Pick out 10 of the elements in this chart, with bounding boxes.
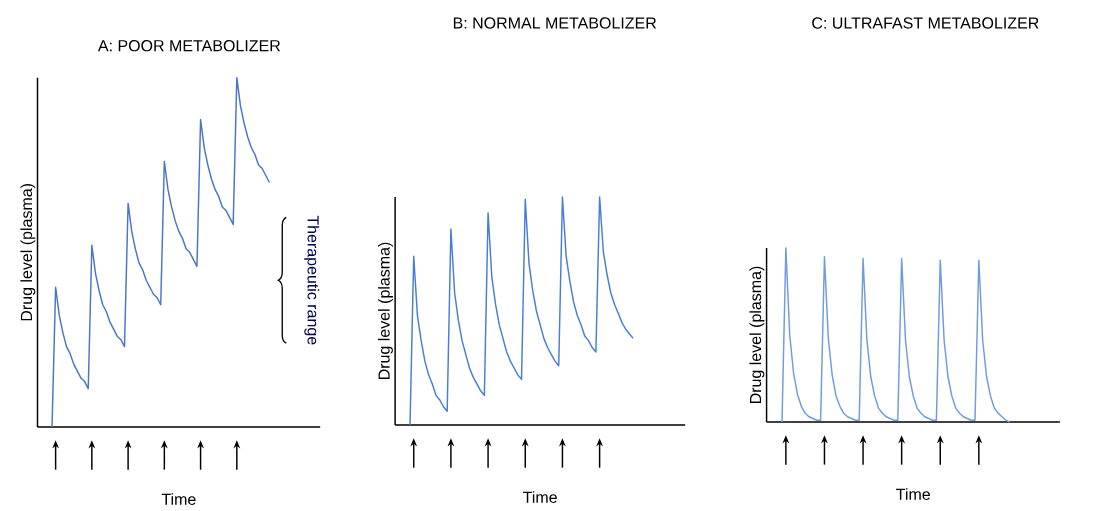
x-axis-title: Time <box>523 491 557 503</box>
x-axis-title: Time <box>161 493 196 505</box>
y-axis-title: Drug level (plasma) <box>378 242 393 380</box>
chart-title: A: POOR METABOLIZER <box>97 40 281 52</box>
text: Therapeutic range <box>304 215 320 345</box>
y-axis-title: Drug level (plasma) <box>749 266 765 404</box>
chart-title: C: ULTRAFAST METABOLIZER <box>812 17 1039 29</box>
x-axis-title: Time <box>896 488 930 500</box>
chart-title: B: NORMAL METABOLIZER <box>453 17 657 29</box>
y-axis-title: Drug level (plasma) <box>20 184 36 321</box>
